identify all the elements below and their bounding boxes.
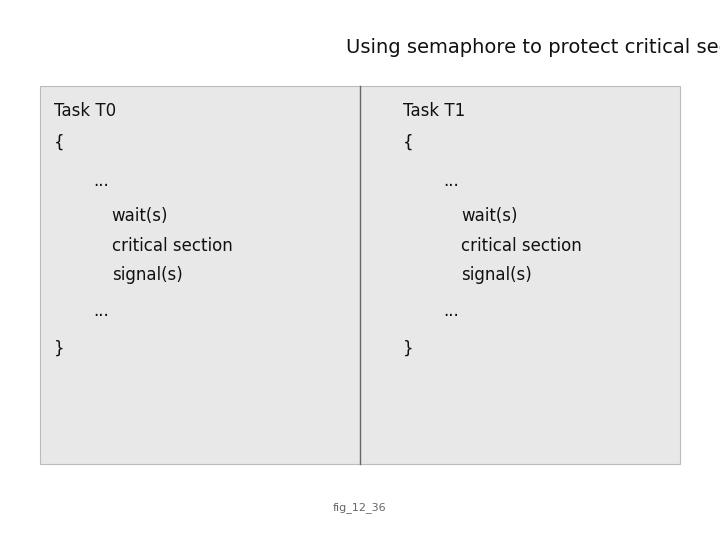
Text: ...: ... <box>443 172 459 190</box>
Text: wait(s): wait(s) <box>112 207 168 225</box>
Text: }: } <box>403 339 414 357</box>
Text: signal(s): signal(s) <box>461 266 531 285</box>
Text: Using semaphore to protect critical section:: Using semaphore to protect critical sect… <box>346 38 720 57</box>
Text: ...: ... <box>94 301 109 320</box>
Text: }: } <box>54 339 65 357</box>
FancyBboxPatch shape <box>40 86 680 464</box>
Text: critical section: critical section <box>461 237 582 255</box>
Text: critical section: critical section <box>112 237 233 255</box>
Text: signal(s): signal(s) <box>112 266 182 285</box>
Text: fig_12_36: fig_12_36 <box>333 502 387 513</box>
Text: Task T0: Task T0 <box>54 102 116 120</box>
Text: ...: ... <box>443 301 459 320</box>
Text: Task T1: Task T1 <box>403 102 465 120</box>
Text: wait(s): wait(s) <box>461 207 517 225</box>
Text: ...: ... <box>94 172 109 190</box>
Text: {: { <box>54 134 65 152</box>
Text: {: { <box>403 134 414 152</box>
